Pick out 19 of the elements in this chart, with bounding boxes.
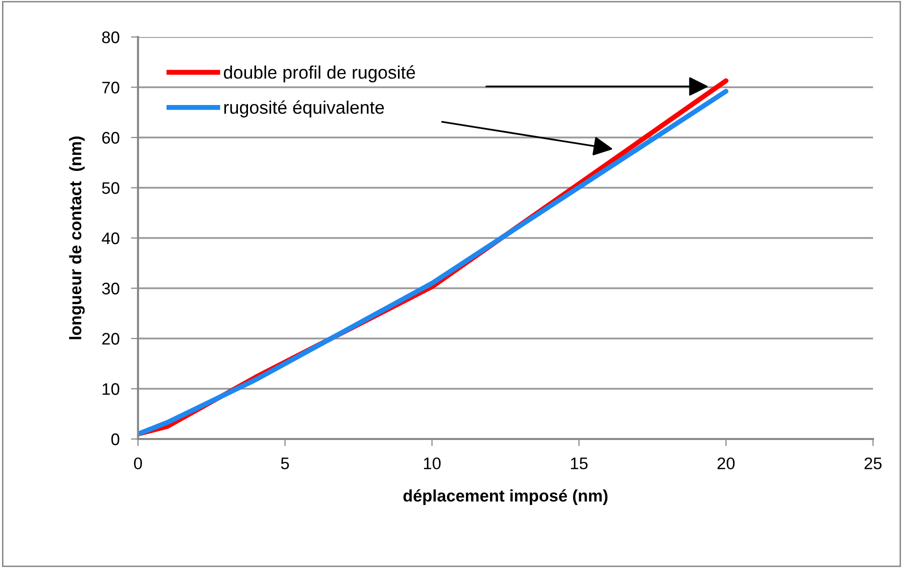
y-tick-label: 50 bbox=[102, 182, 120, 194]
y-tick-label: 0 bbox=[111, 433, 120, 446]
x-axis-title: déplacement imposé (nm) bbox=[403, 489, 608, 505]
x-tick-label: 5 bbox=[281, 458, 289, 470]
y-tick-label: 60 bbox=[102, 132, 120, 144]
x-tick-label: 0 bbox=[134, 457, 142, 470]
legend-label: rugosité équivalente bbox=[224, 100, 384, 118]
x-tick-label: 25 bbox=[864, 457, 882, 470]
x-tick-label: 15 bbox=[571, 458, 588, 470]
x-tick-label: 20 bbox=[718, 457, 735, 470]
y-tick-label: 30 bbox=[102, 282, 120, 294]
y-tick-label: 20 bbox=[102, 332, 120, 345]
x-tick-label: 10 bbox=[424, 457, 441, 470]
legend-label: double profil de rugosité bbox=[224, 65, 416, 82]
y-tick-label: 40 bbox=[102, 232, 120, 244]
y-tick-label: 10 bbox=[102, 383, 120, 395]
y-tick-label: 80 bbox=[102, 31, 120, 44]
y-axis-title: longueur de contact (nm) bbox=[69, 136, 85, 340]
y-tick-label: 70 bbox=[102, 82, 120, 94]
